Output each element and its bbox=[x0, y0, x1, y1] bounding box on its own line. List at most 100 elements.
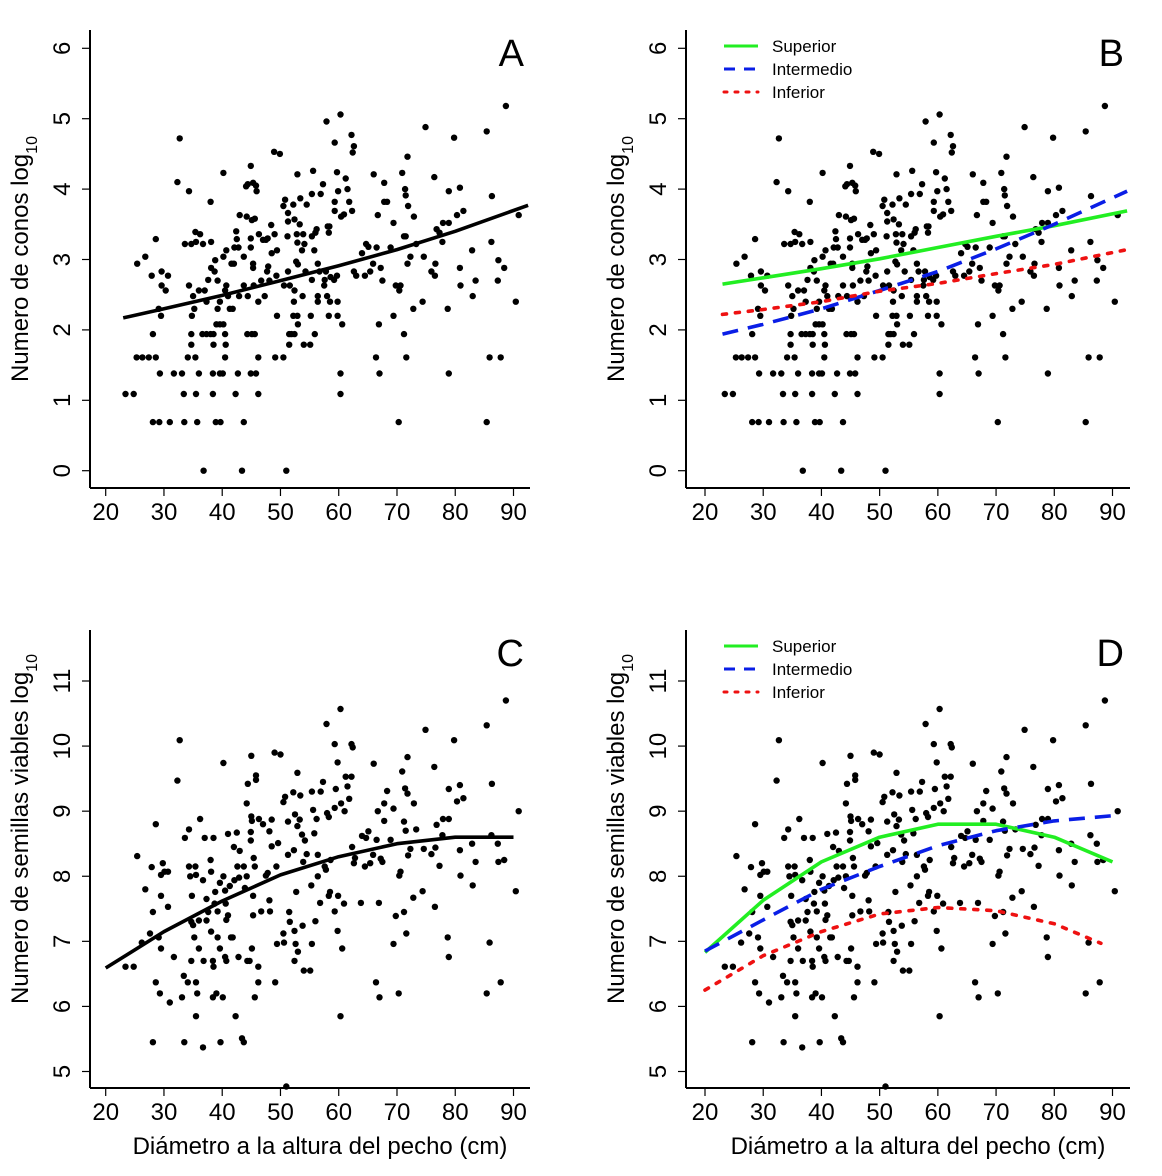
data-point bbox=[913, 292, 921, 300]
data-point bbox=[875, 150, 883, 158]
data-point bbox=[999, 330, 1007, 338]
data-point bbox=[468, 840, 476, 847]
data-point bbox=[362, 834, 370, 842]
data-point bbox=[319, 181, 327, 188]
data-point bbox=[939, 900, 947, 907]
data-point bbox=[233, 829, 240, 836]
data-point bbox=[337, 390, 344, 398]
data-point bbox=[989, 940, 996, 948]
data-point bbox=[192, 871, 200, 879]
data-point bbox=[1038, 815, 1046, 823]
data-point bbox=[847, 752, 854, 759]
data-point bbox=[333, 169, 341, 176]
data-point bbox=[839, 1039, 847, 1046]
data-point bbox=[811, 888, 818, 896]
data-point bbox=[148, 863, 155, 871]
data-point bbox=[152, 979, 159, 986]
data-point bbox=[913, 260, 921, 267]
data-point bbox=[419, 298, 426, 305]
data-point bbox=[230, 260, 238, 267]
data-point bbox=[785, 863, 792, 870]
y-tick-label: 9 bbox=[49, 804, 76, 817]
data-point bbox=[156, 418, 163, 426]
y-axis-label-subscript: 10 bbox=[620, 136, 637, 154]
data-point bbox=[502, 102, 510, 110]
data-point bbox=[892, 231, 900, 238]
data-point bbox=[483, 418, 490, 426]
data-point bbox=[515, 808, 522, 815]
data-point bbox=[249, 912, 257, 919]
data-point bbox=[867, 816, 875, 823]
data-point bbox=[284, 218, 292, 225]
data-point bbox=[348, 773, 355, 780]
data-point bbox=[401, 185, 409, 193]
data-point bbox=[749, 330, 756, 338]
data-point bbox=[224, 830, 232, 838]
data-point bbox=[780, 418, 787, 426]
data-point bbox=[483, 722, 490, 729]
data-point bbox=[780, 1039, 787, 1046]
data-point bbox=[325, 813, 332, 821]
data-point bbox=[811, 257, 818, 264]
data-point bbox=[733, 852, 740, 860]
data-point bbox=[307, 312, 314, 319]
data-point bbox=[733, 260, 740, 267]
data-point bbox=[757, 268, 765, 275]
data-point bbox=[1038, 219, 1046, 227]
data-point bbox=[824, 830, 831, 838]
data-point bbox=[436, 862, 443, 869]
data-point bbox=[334, 927, 341, 935]
data-point bbox=[999, 818, 1007, 825]
data-point bbox=[952, 272, 959, 279]
data-point bbox=[308, 940, 316, 948]
y-axis-label-subscript: 10 bbox=[24, 654, 41, 672]
data-point bbox=[786, 873, 793, 880]
data-point bbox=[176, 135, 183, 142]
data-point bbox=[311, 330, 318, 338]
data-point bbox=[846, 828, 854, 836]
data-point bbox=[185, 188, 193, 195]
data-point bbox=[216, 298, 224, 305]
data-point bbox=[936, 370, 943, 377]
data-point bbox=[819, 873, 826, 880]
data-point bbox=[918, 181, 926, 188]
data-point bbox=[284, 209, 292, 217]
data-point bbox=[900, 837, 908, 844]
data-point bbox=[821, 330, 828, 338]
data-point bbox=[199, 240, 207, 248]
data-point bbox=[130, 390, 137, 398]
data-point bbox=[846, 370, 854, 377]
data-point bbox=[407, 845, 414, 853]
data-point bbox=[943, 185, 950, 193]
data-point bbox=[896, 195, 903, 202]
data-point bbox=[849, 892, 856, 899]
data-point bbox=[162, 287, 169, 294]
data-point bbox=[1059, 795, 1066, 802]
data-point bbox=[1001, 785, 1008, 792]
data-point bbox=[361, 272, 369, 279]
data-point bbox=[192, 1013, 200, 1020]
x-tick-label: 40 bbox=[808, 499, 835, 526]
data-point bbox=[808, 390, 816, 398]
data-point bbox=[824, 292, 831, 300]
data-point bbox=[757, 282, 765, 289]
data-point bbox=[495, 858, 502, 866]
data-point bbox=[822, 247, 829, 254]
panel-letter: D bbox=[1097, 633, 1124, 675]
data-point bbox=[828, 934, 836, 941]
data-point bbox=[286, 918, 293, 925]
data-point bbox=[195, 287, 203, 294]
data-point bbox=[431, 763, 438, 771]
data-point bbox=[200, 957, 207, 965]
data-point bbox=[196, 815, 204, 823]
data-point bbox=[404, 260, 411, 267]
data-point bbox=[789, 921, 796, 929]
data-point bbox=[920, 282, 927, 289]
data-point bbox=[331, 198, 338, 205]
data-point bbox=[983, 787, 990, 795]
data-point bbox=[747, 272, 755, 279]
data-point bbox=[152, 354, 159, 361]
y-axis-label: Numero de semillas viables log10 bbox=[603, 654, 637, 1004]
data-point bbox=[1082, 128, 1089, 135]
data-point bbox=[419, 888, 426, 895]
